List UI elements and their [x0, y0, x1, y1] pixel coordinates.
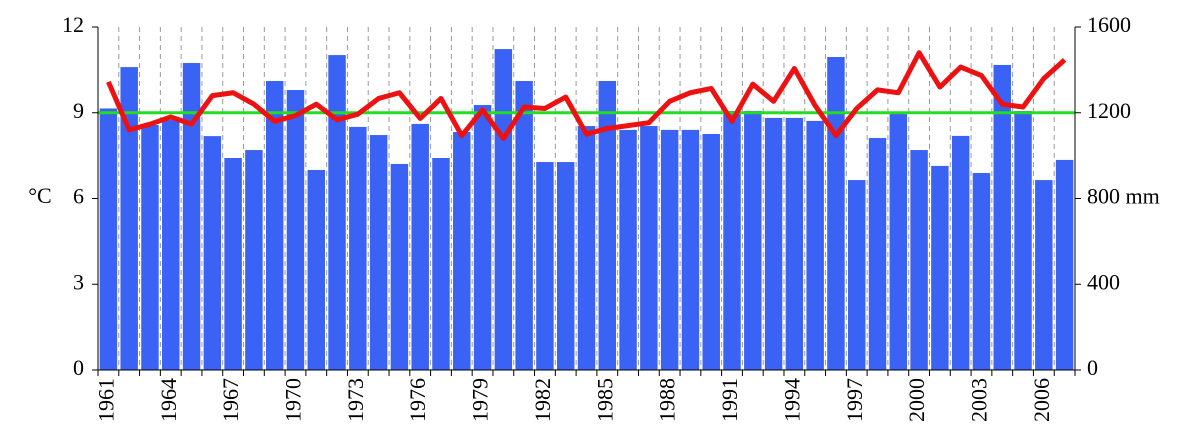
x-tick-label: 1961	[93, 378, 118, 422]
bar	[1035, 180, 1053, 370]
bar	[1055, 159, 1074, 370]
bar	[349, 126, 367, 371]
bar	[473, 105, 492, 370]
x-tick-label: 1967	[218, 378, 243, 422]
bar	[203, 136, 222, 370]
bar	[598, 81, 617, 371]
bar	[640, 126, 658, 370]
y2-tick-label: 400	[1087, 269, 1120, 294]
bar	[702, 133, 720, 370]
bar	[681, 129, 700, 370]
y2-tick-label: 1200	[1087, 98, 1131, 123]
bar	[744, 111, 762, 370]
bar	[224, 157, 242, 370]
bar	[619, 129, 637, 370]
x-tick-label: 2000	[904, 378, 929, 422]
bar	[889, 111, 908, 370]
bar	[1014, 111, 1032, 370]
bar	[120, 67, 138, 370]
bar	[951, 135, 970, 370]
bar	[536, 162, 554, 370]
bar	[556, 162, 575, 370]
x-tick-label: 1976	[405, 378, 430, 422]
bar	[99, 108, 118, 371]
bar	[390, 163, 409, 370]
bar	[848, 180, 866, 370]
bar	[515, 81, 533, 371]
x-tick-label: 2006	[1029, 378, 1054, 422]
y-tick-label: 3	[73, 269, 84, 294]
x-tick-label: 1997	[842, 378, 867, 422]
bar	[141, 124, 159, 370]
bar	[868, 138, 887, 370]
x-tick-label: 1982	[530, 378, 555, 422]
bar	[827, 57, 845, 370]
bar	[764, 117, 783, 371]
bar	[265, 81, 284, 371]
bar	[660, 129, 679, 370]
x-tick-label: 1979	[468, 378, 493, 422]
bar	[577, 126, 596, 370]
bar	[432, 157, 450, 370]
y-tick-label: 6	[73, 184, 84, 209]
x-tick-label: 1964	[156, 378, 181, 422]
bar	[328, 55, 346, 370]
bar	[182, 63, 201, 370]
bar	[411, 123, 429, 371]
y2-tick-label: 800 mm	[1087, 184, 1160, 209]
bar	[785, 117, 804, 371]
bar	[972, 172, 991, 370]
x-tick-label: 1988	[655, 378, 680, 422]
x-tick-label: 1985	[592, 378, 617, 422]
bar	[993, 64, 1011, 371]
y-tick-label: 12	[62, 12, 84, 37]
bar	[453, 132, 471, 370]
bar	[931, 165, 949, 370]
x-tick-label: 1970	[281, 378, 306, 422]
x-tick-label: 1991	[717, 378, 742, 422]
bar	[245, 150, 263, 370]
bar	[162, 120, 180, 370]
bar	[369, 135, 388, 370]
y2-tick-label: 1600	[1087, 12, 1131, 37]
bar	[286, 90, 305, 371]
bar	[910, 150, 928, 370]
bar	[806, 120, 824, 371]
y2-tick-label: 0	[1087, 355, 1098, 380]
y-tick-label: 0	[73, 355, 84, 380]
y-axis-label: °C	[28, 183, 51, 208]
bar	[494, 49, 513, 370]
x-tick-label: 2003	[967, 378, 992, 422]
bar	[723, 111, 741, 370]
bar	[307, 169, 325, 370]
x-tick-label: 1973	[343, 378, 368, 422]
y-tick-label: 9	[73, 98, 84, 123]
line	[106, 50, 1067, 141]
x-tick-label: 1994	[779, 378, 804, 422]
